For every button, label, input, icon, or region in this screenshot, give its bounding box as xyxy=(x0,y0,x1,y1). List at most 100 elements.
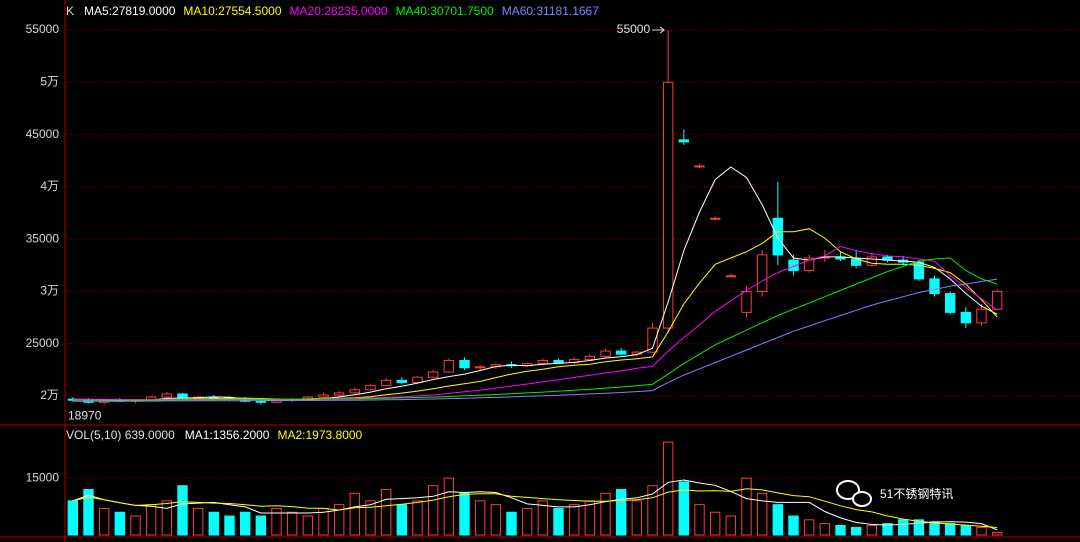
candle-body xyxy=(255,400,267,403)
volume-bar xyxy=(662,441,674,536)
volume-bar xyxy=(521,507,533,536)
volume-bar xyxy=(365,500,376,536)
volume-bar xyxy=(380,488,392,536)
candle-body xyxy=(866,256,878,266)
ma-line xyxy=(72,479,998,531)
volume-bar xyxy=(866,525,878,536)
legend-entry: MA40:30701.7500 xyxy=(396,4,494,18)
watermark-icon xyxy=(836,480,860,500)
candle-body xyxy=(427,371,439,378)
y-tick-label: 4万 xyxy=(40,179,59,193)
volume-bar xyxy=(976,526,987,536)
candle-body xyxy=(474,366,486,369)
candle-body xyxy=(553,359,564,364)
candle-body xyxy=(678,139,690,143)
volume-bar xyxy=(568,504,580,536)
volume-bar xyxy=(130,515,141,536)
candle-body xyxy=(803,257,815,272)
volume-bar xyxy=(255,515,267,536)
volume-bar xyxy=(286,511,298,536)
volume-bar xyxy=(161,500,173,536)
legend-entry: MA5:27819.0000 xyxy=(84,4,176,18)
candle-body xyxy=(396,379,408,383)
candle-body xyxy=(365,385,376,391)
volume-bar xyxy=(772,504,784,536)
volume-bar xyxy=(584,500,596,536)
candle-body xyxy=(694,165,705,168)
candle-body xyxy=(662,81,674,329)
y-tick-label: 15000 xyxy=(26,470,60,484)
volume-bar xyxy=(897,519,909,536)
candle-body xyxy=(709,217,721,220)
volume-bar xyxy=(271,507,282,536)
candle-body xyxy=(600,350,611,357)
volume-bar xyxy=(459,492,470,536)
legend-entry: MA60:31181.1667 xyxy=(502,4,600,18)
annotation-max: 55000 xyxy=(617,22,651,36)
candle-body xyxy=(944,293,956,313)
volume-bar xyxy=(192,507,204,536)
volume-bar xyxy=(913,519,925,536)
legend-entry: MA2:1973.8000 xyxy=(277,428,362,442)
legend-entry: MA1:1356.2000 xyxy=(185,428,270,442)
volume-bar xyxy=(506,511,517,536)
volume-bar xyxy=(443,477,455,536)
volume-bar xyxy=(741,477,752,536)
candle-body xyxy=(615,350,627,355)
annotation-arrow xyxy=(652,26,666,34)
candle-body xyxy=(537,359,549,365)
y-tick-label: 35000 xyxy=(26,231,60,245)
candle-body xyxy=(318,394,329,398)
y-tick-label: 55000 xyxy=(26,22,60,36)
legend-entry: MA10:27554.5000 xyxy=(183,4,281,18)
volume-bar xyxy=(709,511,721,536)
candle-body xyxy=(412,376,423,383)
volume-bar xyxy=(803,519,815,536)
volume-bar xyxy=(615,488,627,536)
volume-bar xyxy=(788,515,799,536)
volume-bar xyxy=(239,511,251,536)
candle-body xyxy=(647,327,658,353)
volume-bar xyxy=(756,492,768,536)
volume-bar xyxy=(145,504,157,536)
ma-line xyxy=(72,245,998,401)
candle-body xyxy=(443,359,455,373)
volume-bar xyxy=(67,500,79,536)
volume-bar xyxy=(224,515,235,536)
volume-bar xyxy=(835,525,846,536)
ma-line xyxy=(72,166,998,402)
candle-body xyxy=(929,278,940,295)
volume-bar xyxy=(678,481,690,536)
candle-body xyxy=(772,217,784,256)
volume-bar xyxy=(83,488,94,536)
volume-bar xyxy=(349,492,361,536)
volume-bar xyxy=(944,523,956,536)
candle-body xyxy=(788,259,799,272)
y-tick-label: 45000 xyxy=(26,127,60,141)
volume-bar xyxy=(98,507,110,536)
candle-body xyxy=(960,311,972,324)
ma-line xyxy=(72,257,998,401)
volume-bar xyxy=(474,500,486,536)
legend-entry: MA20:28235.0000 xyxy=(290,4,388,18)
watermark: 51不锈钢特讯 xyxy=(836,480,953,507)
volume-bar xyxy=(960,525,972,536)
ma-line xyxy=(72,488,998,528)
volume-bar xyxy=(600,492,611,536)
legend-title: VOL(5,10) 639.0000 xyxy=(66,428,175,442)
watermark-icon xyxy=(852,491,872,507)
volume-bar xyxy=(537,500,549,536)
volume-bar xyxy=(114,511,126,536)
candle-body xyxy=(380,379,392,387)
y-tick-label: 25000 xyxy=(26,336,60,350)
volume-bar xyxy=(177,485,188,536)
candle-body xyxy=(584,355,596,360)
volume-bar xyxy=(553,507,564,536)
volume-bar xyxy=(725,515,737,536)
volume-bar xyxy=(396,504,408,536)
ma-line xyxy=(72,228,998,402)
candle-body xyxy=(991,290,1003,310)
candle-body xyxy=(349,389,361,394)
